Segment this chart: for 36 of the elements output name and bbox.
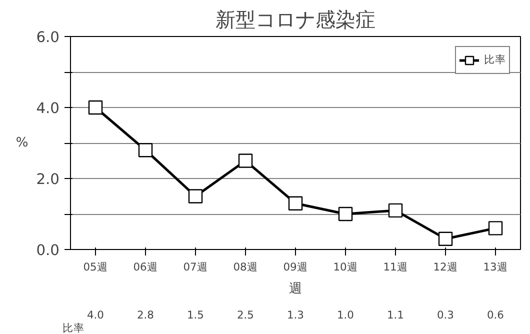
y-tick-label: 4.0	[36, 100, 60, 117]
x-tick-label: 08週	[233, 260, 258, 274]
x-tick-label: 09週	[283, 260, 308, 274]
chart-title: 新型コロナ感染症	[216, 8, 376, 32]
legend-label: 比率	[484, 53, 506, 67]
data-label: 0.3	[437, 308, 454, 322]
point	[288, 196, 303, 210]
point	[188, 189, 203, 204]
point	[388, 203, 403, 218]
point	[138, 143, 153, 158]
x-tick-label: 06週	[133, 260, 158, 274]
data-label: 4.0	[87, 308, 104, 322]
data-label: 1.5	[187, 308, 204, 322]
data-label: 0.6	[487, 308, 504, 322]
x-tick-label: 12週	[433, 260, 458, 274]
point	[88, 100, 103, 115]
x-tick-label: 10週	[333, 260, 358, 274]
x-tick-label: 05週	[83, 260, 108, 274]
data-label: 1.3	[287, 308, 304, 322]
text: 比率	[62, 322, 84, 334]
x-tick-label: 11週	[383, 260, 408, 274]
point	[438, 232, 453, 246]
y-tick-label: 2.0	[36, 171, 60, 188]
data-label: 2.8	[137, 308, 154, 322]
data-label: 1.1	[387, 308, 404, 322]
x-tick-label: 13週	[483, 260, 508, 274]
y-axis-title: %	[16, 136, 28, 150]
data-label: 2.5	[237, 308, 254, 322]
point	[488, 221, 503, 236]
y-tick-label: 6.0	[36, 29, 60, 46]
x-axis-title: 週	[289, 282, 302, 296]
point	[338, 206, 353, 222]
y-tick-label: 0.0	[36, 242, 60, 259]
x-tick-label: 07週	[183, 260, 208, 274]
point	[238, 154, 253, 168]
data-label: 1.0	[337, 308, 354, 322]
